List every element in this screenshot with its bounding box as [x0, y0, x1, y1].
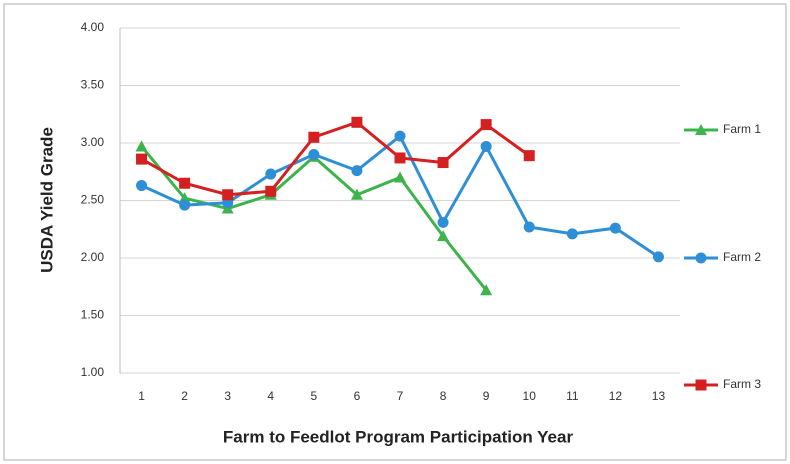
x-tick-label: 8	[440, 389, 447, 403]
point	[394, 152, 406, 164]
point	[135, 140, 148, 152]
x-tick-label: 11	[566, 389, 579, 403]
y-tick-label: 2.50	[81, 193, 105, 207]
point	[394, 171, 406, 183]
point	[523, 150, 535, 162]
point	[179, 199, 191, 211]
point	[308, 149, 320, 160]
point	[265, 185, 277, 197]
x-tick-label: 5	[311, 389, 318, 403]
point	[566, 228, 578, 240]
y-tick-label: 3.00	[81, 135, 105, 149]
x-tick-label: 6	[354, 389, 361, 403]
legend-label: Farm 2	[723, 250, 761, 264]
point	[394, 130, 406, 142]
point	[350, 188, 363, 200]
point	[178, 192, 191, 204]
point	[222, 189, 234, 201]
x-axis-title: Farm to Feedlot Program Participation Ye…	[223, 427, 574, 446]
y-tick-label: 4.00	[81, 20, 105, 34]
point	[179, 177, 191, 189]
y-tick-label: 3.50	[81, 78, 105, 92]
y-tick-label: 2.00	[81, 250, 105, 264]
y-axis-title: USDA Yield Grade	[37, 127, 56, 273]
point	[437, 216, 449, 228]
series-line	[140, 120, 531, 197]
point	[523, 221, 535, 233]
x-tick-label: 4	[267, 389, 274, 403]
point	[652, 251, 664, 263]
point	[695, 379, 707, 391]
point	[480, 140, 492, 152]
x-tick-label: 1	[138, 389, 145, 403]
x-tick-label: 9	[483, 389, 490, 403]
point	[480, 119, 492, 131]
point	[351, 116, 363, 128]
chart-frame	[3, 3, 787, 461]
point	[695, 252, 707, 264]
point	[308, 131, 320, 143]
x-tick-label: 3	[224, 389, 231, 403]
x-tick-label: 13	[652, 389, 666, 403]
legend-label: Farm 3	[723, 377, 761, 391]
x-tick-label: 12	[609, 389, 623, 403]
x-tick-label: 2	[181, 389, 188, 403]
point	[609, 222, 621, 234]
point	[136, 153, 148, 165]
point	[351, 165, 363, 177]
legend-label: Farm 1	[723, 122, 761, 136]
y-tick-label: 1.50	[81, 308, 105, 322]
point	[437, 157, 449, 169]
point	[695, 124, 707, 135]
point	[136, 180, 148, 192]
point	[437, 230, 450, 242]
point	[480, 284, 493, 296]
x-tick-label: 7	[397, 389, 404, 403]
y-tick-label: 1.00	[81, 365, 105, 379]
x-tick-label: 10	[523, 389, 537, 403]
point	[265, 168, 277, 180]
